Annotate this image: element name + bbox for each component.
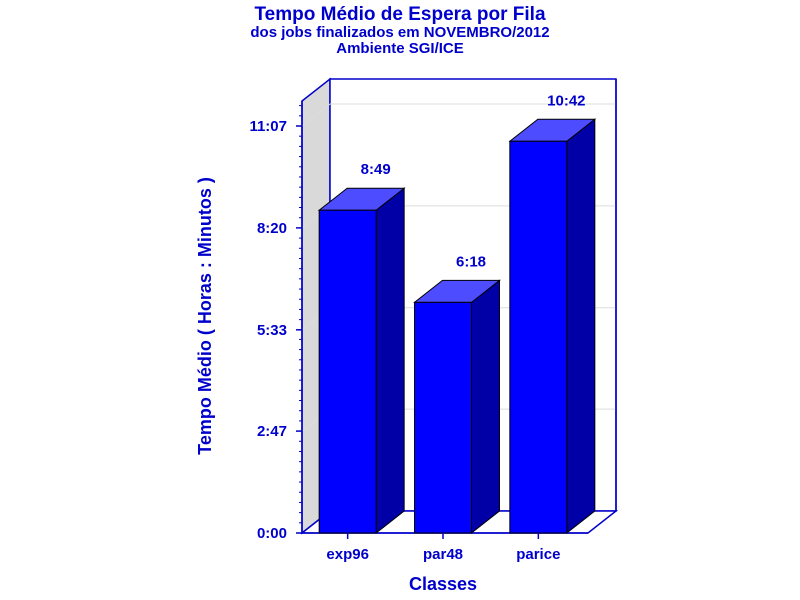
- x-tick-label: exp96: [326, 546, 369, 563]
- x-tick-label: parice: [516, 546, 560, 563]
- x-axis-title: Classes: [409, 574, 477, 594]
- bar-exp96: [318, 209, 377, 534]
- data-label-parice: 10:42: [547, 92, 585, 109]
- x-tick-label: par48: [423, 546, 463, 563]
- bar-side-exp96: [375, 187, 405, 535]
- bar-side-par48: [471, 279, 500, 535]
- gridline-side: [301, 103, 331, 127]
- y-tick-label: 0:00: [257, 525, 287, 542]
- bar-parice: [509, 140, 568, 534]
- bar-par48: [414, 301, 472, 534]
- chart-subtitle-2: Ambiente SGI/ICE: [336, 40, 464, 57]
- y-tick-label: 11:07: [249, 118, 287, 135]
- y-tick-label: 8:20: [257, 220, 287, 237]
- y-tick-label: 2:47: [257, 423, 287, 440]
- data-label-par48: 6:18: [456, 253, 486, 270]
- y-axis-title: Tempo Médio ( Horas : Minutos ): [195, 177, 215, 455]
- chart-title: Tempo Médio de Espera por Fila: [254, 4, 545, 25]
- y-tick-label: 5:33: [257, 322, 287, 339]
- data-label-exp96: 8:49: [361, 161, 391, 178]
- bar-side-parice: [566, 118, 596, 535]
- chart-subtitle-1: dos jobs finalizados em NOVEMBRO/2012: [250, 24, 549, 41]
- plot-area: 0:00 2:47 5:33 8:20 11:07 8:49 exp96 6:18 par48 1…: [249, 77, 619, 563]
